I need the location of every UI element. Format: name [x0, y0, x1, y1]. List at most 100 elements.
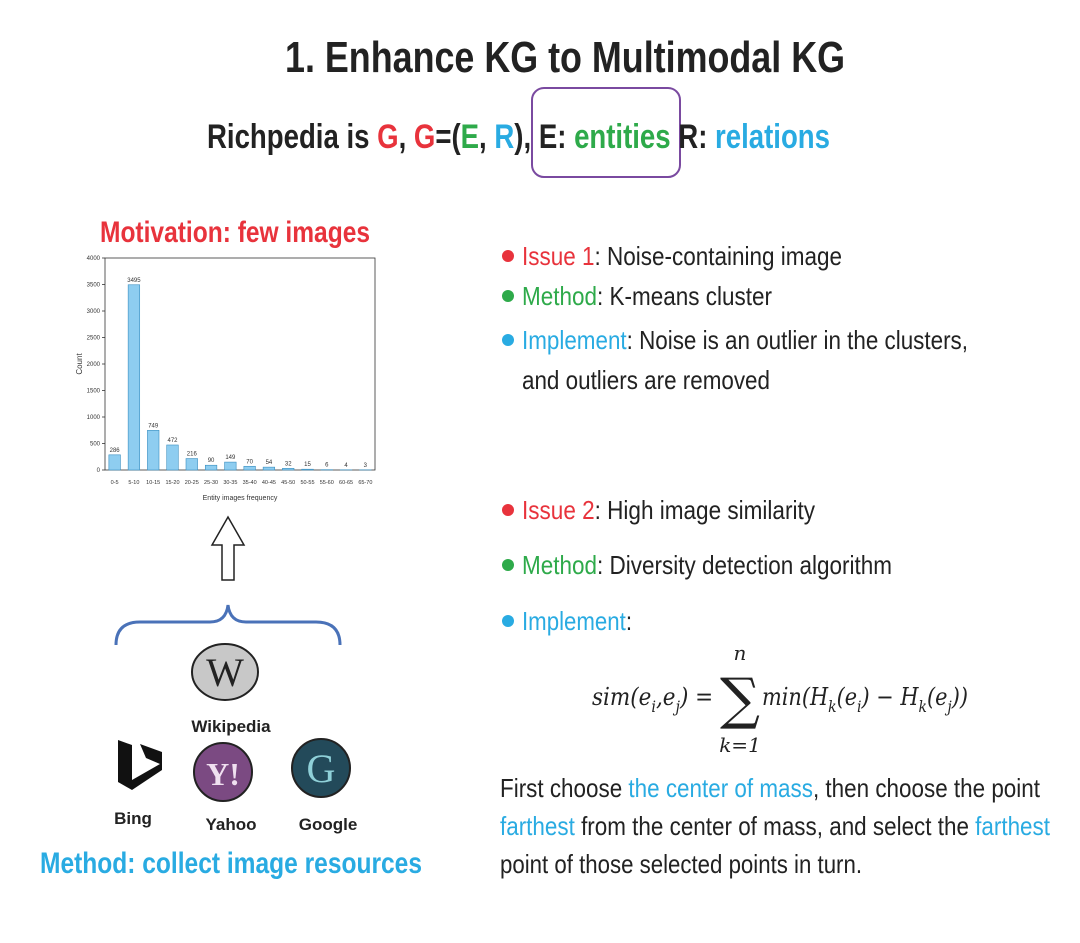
formula-token: =: [688, 683, 720, 711]
up-arrow: [210, 515, 246, 581]
bar: [127, 284, 141, 471]
bullet-text: Implement:: [522, 606, 632, 636]
bing-logo: [118, 740, 162, 790]
formula-token: (: [630, 683, 639, 711]
bar: [262, 466, 276, 471]
text-segment: farthest: [500, 811, 575, 841]
x-tick-label: 25-30: [204, 480, 218, 486]
formula-token: i: [651, 697, 656, 716]
x-tick-label: 40-45: [262, 480, 276, 486]
value-label: 6: [325, 463, 329, 469]
text-segment: G: [377, 118, 398, 156]
bullet-text: Method: Diversity detection algorithm: [522, 550, 892, 580]
text-segment: R:: [671, 118, 715, 156]
text-segment: E: [461, 118, 479, 156]
caption: Method: collect image resources: [40, 847, 422, 880]
bar: [224, 461, 237, 471]
x-axis-label: Entity images frequency: [203, 495, 278, 502]
formula-token: ): [679, 683, 688, 711]
x-tick-label: 0-5: [111, 480, 119, 486]
y-tick-label: 3000: [87, 309, 101, 315]
bar: [166, 444, 179, 471]
formula-token: min: [762, 683, 802, 711]
bar: [282, 468, 295, 471]
logo-letter: W: [206, 650, 244, 695]
formula-lower: k=1: [719, 733, 761, 757]
logo-letter: Y!: [206, 756, 240, 792]
formula-token: e: [935, 683, 947, 711]
text-segment: , then choose the point: [813, 773, 1041, 803]
formula-sigma: ∑: [720, 667, 760, 732]
text-segment: relations: [715, 118, 830, 156]
logo-label: Bing: [114, 809, 152, 828]
value-label: 54: [266, 460, 273, 466]
logo-letter: G: [307, 746, 336, 791]
subtitle: Richpedia is G, G=(E, R), E: entities R:…: [207, 118, 830, 156]
formula-token: ): [861, 683, 870, 711]
formula-token: k: [919, 697, 927, 716]
value-label: 32: [285, 461, 292, 467]
value-label: 149: [225, 455, 236, 461]
text-segment: ),: [514, 118, 539, 156]
value-label: 70: [246, 459, 253, 465]
y-tick-label: 2500: [87, 336, 101, 342]
text-segment: ,: [399, 118, 414, 156]
bullet: [502, 615, 514, 627]
x-tick-label: 55-60: [320, 480, 334, 486]
formula-upper: n: [734, 641, 747, 665]
highlight-box: [531, 87, 681, 178]
bullet: [502, 290, 514, 302]
bullet-body: : Diversity detection algorithm: [597, 550, 892, 580]
text-segment: Richpedia is: [207, 118, 377, 156]
text-segment: R: [494, 118, 514, 156]
conclusion-line: First choose the center of mass, then ch…: [500, 773, 1041, 803]
title: 1. Enhance KG to Multimodal KG: [285, 33, 845, 82]
formula-token: j: [945, 697, 952, 716]
bar: [147, 430, 160, 471]
x-tick-label: 35-40: [243, 480, 257, 486]
value-label: 3495: [127, 278, 141, 284]
bullet: [502, 250, 514, 262]
bullet-text: Issue 1: Noise-containing image: [522, 241, 842, 271]
formula-token: (: [837, 683, 846, 711]
value-label: 15: [304, 462, 311, 468]
formula-token: ,: [656, 683, 663, 711]
bullet-label: Implement: [522, 606, 626, 636]
bar: [301, 468, 314, 471]
logo-label: Google: [299, 815, 358, 834]
bullet: [502, 504, 514, 516]
y-tick-label: 3500: [87, 283, 101, 289]
bar: [204, 464, 218, 471]
bullet-text: Method: K-means cluster: [522, 281, 772, 311]
formula-token: −: [870, 683, 901, 711]
x-tick-label: 5-10: [128, 480, 139, 486]
formula-token: j: [673, 697, 680, 716]
bullet-text: Implement: Noise is an outlier in the cl…: [522, 325, 968, 355]
x-tick-label: 65-70: [358, 480, 372, 486]
yahoo-logo: [193, 742, 253, 802]
value-label: 749: [148, 423, 159, 429]
bar: [108, 454, 121, 471]
value-label: 3: [364, 463, 368, 469]
text-segment: =(: [435, 118, 461, 156]
value-label: 4: [344, 463, 348, 469]
y-tick-label: 1000: [87, 415, 101, 421]
y-tick-label: 4000: [87, 256, 101, 262]
text-segment: First choose: [500, 773, 628, 803]
x-tick-label: 20-25: [185, 480, 199, 486]
bullet-label: Issue 1: [522, 241, 595, 271]
chart-title: Motivation: few images: [100, 216, 370, 249]
conclusion-line: farthest from the center of mass, and se…: [500, 811, 1051, 841]
y-tick-label: 2000: [87, 362, 101, 368]
conclusion-line: point of those selected points in turn.: [500, 849, 862, 879]
formula-token: i: [857, 697, 861, 716]
formula-part: min(Hk(ei) − Hk(ej)): [762, 683, 968, 716]
text-segment: the center of mass: [628, 773, 813, 803]
bullet-label: Method: [522, 281, 597, 311]
brace: [114, 604, 342, 646]
bullet-body: : Noise-containing image: [595, 241, 842, 271]
x-tick-label: 50-55: [300, 480, 314, 486]
wikipedia-logo: [191, 643, 259, 701]
